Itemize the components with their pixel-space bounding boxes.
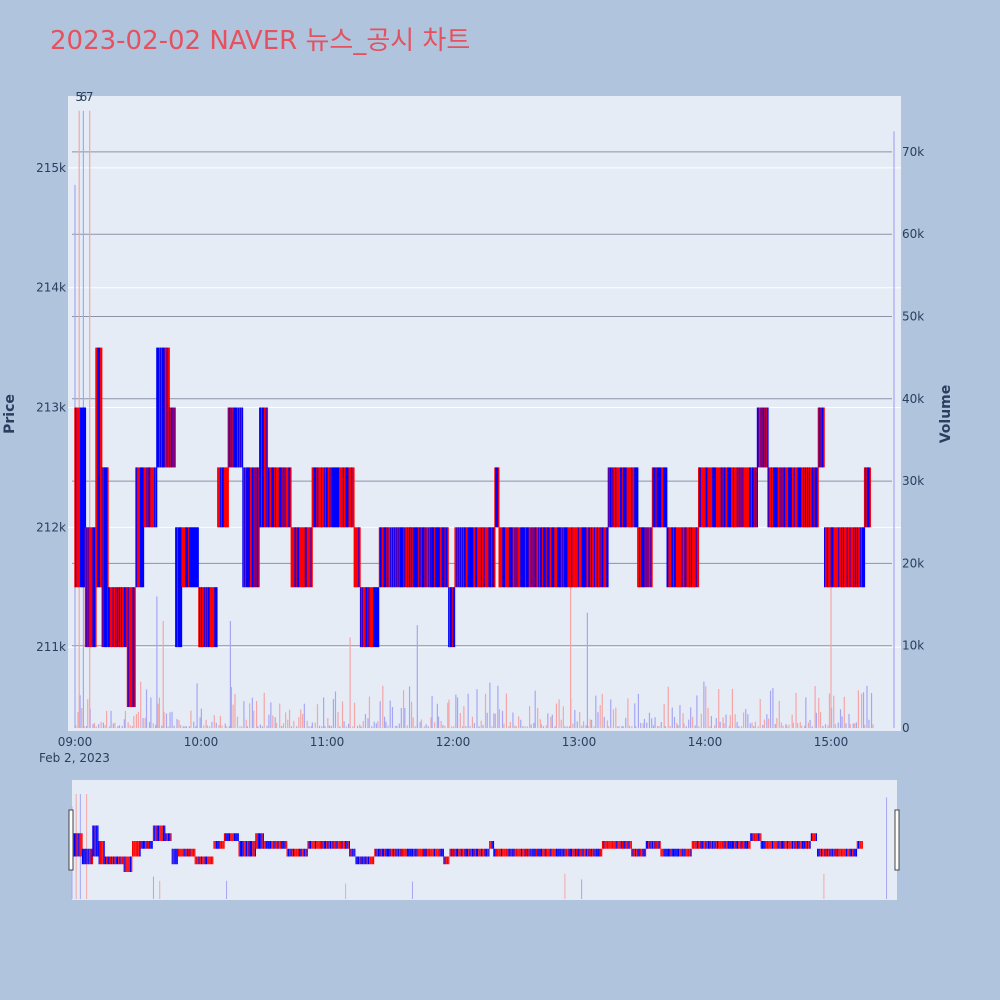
y-axis-title-volume: Volume [938, 385, 954, 444]
price-tick-label: 214k [36, 281, 66, 295]
axis-labels: 211k 212k 213k 214k 215k 0 10k 20k 30k 40k 50k 60k 7… [36, 145, 924, 749]
x-tick-label: 13:00 [562, 735, 597, 749]
range-slider[interactable] [72, 780, 897, 900]
volume-tick-label: 40k [902, 392, 924, 406]
volume-tick-label: 50k [902, 310, 924, 324]
date-label: Feb 2, 2023 [39, 751, 110, 765]
price-tick-label: 215k [36, 161, 66, 175]
price-tick-label: 211k [36, 640, 66, 654]
x-tick-label: 12:00 [436, 735, 471, 749]
main-plot-area [68, 96, 901, 731]
price-tick-label: 213k [36, 401, 66, 415]
volume-tick-label: 60k [902, 227, 924, 241]
volume-tick-label: 70k [902, 145, 924, 159]
price-candles [74, 347, 871, 708]
volume-tick-label: 20k [902, 556, 924, 570]
news-marker-label: 7 [86, 90, 94, 104]
range-slider-right-handle[interactable] [894, 809, 900, 871]
price-tick-label: 212k [36, 520, 66, 534]
x-tick-label: 11:00 [310, 735, 345, 749]
news-marker-label: 5 [75, 90, 83, 104]
x-tick-label: 09:00 [58, 735, 93, 749]
range-slider-preview [71, 794, 888, 899]
news-annotations: 567 [75, 90, 93, 104]
y-axis-title-price: Price [2, 394, 18, 434]
range-slider-left-handle[interactable] [68, 809, 74, 871]
volume-tick-label: 30k [902, 474, 924, 488]
x-tick-label: 15:00 [814, 735, 849, 749]
volume-tick-label: 10k [902, 639, 924, 653]
chart-title: 2023-02-02 NAVER 뉴스_공시 차트 [50, 26, 470, 56]
news-marker-label: 6 [80, 90, 88, 104]
x-tick-label: 10:00 [184, 735, 219, 749]
x-tick-label: 14:00 [688, 735, 723, 749]
volume-tick-label: 0 [902, 721, 910, 735]
